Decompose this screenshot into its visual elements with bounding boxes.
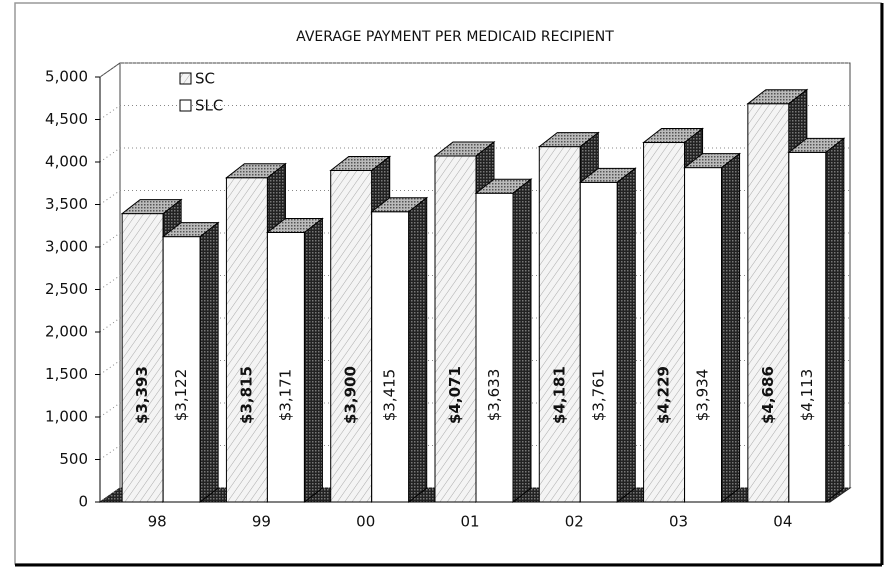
bar xyxy=(747,103,790,503)
bar-side xyxy=(408,196,428,504)
bar xyxy=(579,181,618,503)
value-label: $3,171 xyxy=(276,369,294,422)
value-label: $4,181 xyxy=(550,366,568,424)
legend-swatch xyxy=(179,72,192,85)
bar-side xyxy=(512,178,532,504)
value-label: $3,633 xyxy=(485,369,503,422)
x-tick-label: 02 xyxy=(565,513,584,531)
grid-line xyxy=(99,190,121,205)
bar xyxy=(643,142,686,503)
value-label: $4,071 xyxy=(446,366,464,424)
bar-side xyxy=(199,221,219,504)
bar xyxy=(225,177,268,503)
y-tick-label: 0 xyxy=(78,493,88,511)
bar-side xyxy=(721,152,741,504)
y-tick-label: 2,500 xyxy=(45,280,88,298)
value-label: $4,686 xyxy=(759,366,777,424)
chart-title: AVERAGE PAYMENT PER MEDICAID RECIPIENT xyxy=(296,29,614,45)
bar xyxy=(788,151,827,503)
grid-line xyxy=(99,402,121,418)
value-label: $3,900 xyxy=(342,366,360,424)
grid-line xyxy=(99,147,121,163)
x-tick-label: 00 xyxy=(356,513,375,531)
y-tick-label: 3,500 xyxy=(45,195,88,213)
value-label: $4,229 xyxy=(655,366,673,424)
y-tick-label: 2,000 xyxy=(45,323,88,341)
value-label: $3,815 xyxy=(237,366,255,424)
legend-label: SC xyxy=(195,70,215,88)
bar xyxy=(371,211,410,503)
y-tick-label: 500 xyxy=(59,450,88,468)
x-tick-label: 01 xyxy=(460,513,479,531)
legend-swatch xyxy=(179,99,192,112)
grid-line xyxy=(99,232,121,248)
value-label: $3,122 xyxy=(172,369,190,422)
grid-line xyxy=(99,105,121,120)
bar xyxy=(330,170,373,503)
y-tick-label: 1,500 xyxy=(45,365,88,383)
x-tick-label: 99 xyxy=(252,513,271,531)
bar xyxy=(538,146,581,503)
grid-line xyxy=(99,487,121,503)
grid-line xyxy=(99,360,121,375)
value-label: $3,761 xyxy=(589,369,607,422)
bar xyxy=(162,236,201,503)
grid-line xyxy=(99,317,121,333)
y-tick-label: 3,000 xyxy=(45,238,88,256)
grid-line xyxy=(99,445,121,460)
grid-line xyxy=(99,62,121,78)
value-label: $4,113 xyxy=(798,369,816,422)
x-tick-label: 04 xyxy=(773,513,792,531)
bar xyxy=(434,155,477,503)
y-tick-label: 4,500 xyxy=(45,110,88,128)
bar-side xyxy=(303,217,323,504)
value-label: $3,934 xyxy=(694,369,712,422)
x-tick-label: 03 xyxy=(669,513,688,531)
y-tick-label: 5,000 xyxy=(45,68,88,86)
value-label: $3,393 xyxy=(133,366,151,424)
y-tick-label: 1,000 xyxy=(45,408,88,426)
bar-side xyxy=(825,137,845,504)
bar xyxy=(266,231,305,503)
grid-line xyxy=(99,275,121,290)
x-tick-label: 98 xyxy=(148,513,167,531)
bar xyxy=(684,167,723,503)
value-label: $3,415 xyxy=(381,369,399,422)
bar xyxy=(121,213,164,503)
bar xyxy=(475,192,514,503)
legend-label: SLC xyxy=(195,97,223,115)
bar-side xyxy=(616,167,636,504)
y-tick-label: 4,000 xyxy=(45,153,88,171)
